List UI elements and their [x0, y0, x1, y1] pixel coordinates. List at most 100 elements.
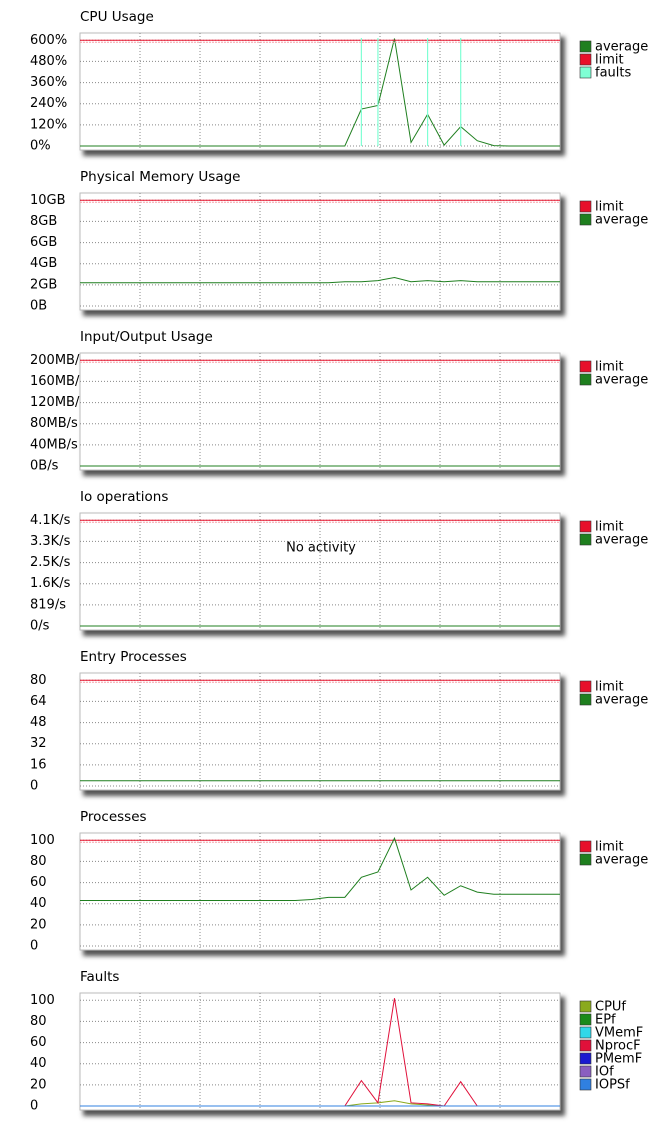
- legend-label: faults: [595, 66, 631, 81]
- legend-swatch: [579, 1000, 592, 1013]
- chart-title: Physical Memory Usage: [80, 169, 240, 185]
- y-tick-label: 20: [30, 1077, 47, 1092]
- legend-label: limit: [595, 360, 624, 375]
- legend-label: limit: [595, 840, 624, 855]
- y-tick-label: 32: [30, 736, 47, 751]
- legend-swatch: [579, 693, 592, 706]
- series-line: [80, 836, 560, 902]
- legend-label: CPUf: [595, 1000, 626, 1015]
- legend-swatch: [579, 853, 592, 866]
- y-tick-label: 819/s: [30, 597, 66, 612]
- legend-swatch: [579, 1052, 592, 1065]
- y-tick-label: 8GB: [30, 214, 57, 229]
- legend-swatch: [579, 533, 592, 546]
- y-tick-label: 2GB: [30, 277, 57, 292]
- y-tick-label: 40MB/s: [30, 437, 78, 452]
- series-line: [80, 38, 560, 147]
- legend-swatch: [579, 680, 592, 693]
- legend-label: average: [595, 693, 648, 708]
- y-tick-label: 2.5K/s: [30, 555, 71, 570]
- y-tick-label: 6GB: [30, 235, 57, 250]
- y-tick-label: 80: [30, 1014, 47, 1029]
- series-line: [80, 276, 560, 284]
- y-tick-label: 60: [30, 1035, 47, 1050]
- y-tick-label: 120MB/s: [30, 395, 86, 410]
- y-tick-label: 40: [30, 1056, 47, 1071]
- chart-title: Io operations: [80, 489, 168, 505]
- legend-swatch: [579, 1039, 592, 1052]
- plot-area: [79, 192, 561, 311]
- y-tick-label: 0B: [30, 299, 47, 314]
- chart-title: Input/Output Usage: [80, 329, 213, 345]
- legend-label: EPf: [595, 1013, 616, 1028]
- plot-area: [79, 512, 561, 631]
- legend-swatch: [579, 200, 592, 213]
- legend-swatch: [579, 213, 592, 226]
- legend-label: average: [595, 853, 648, 868]
- legend-swatch: [579, 1013, 592, 1026]
- legend-swatch: [579, 40, 592, 53]
- y-tick-label: 4GB: [30, 256, 57, 271]
- y-tick-label: 80: [30, 854, 47, 869]
- plot-area: [79, 32, 561, 151]
- y-tick-label: 80MB/s: [30, 416, 78, 431]
- legend-label: limit: [595, 680, 624, 695]
- legend-label: limit: [595, 200, 624, 215]
- plot-area: [79, 992, 561, 1111]
- legend-label: limit: [595, 520, 624, 535]
- plot-area: [79, 352, 561, 471]
- legend-swatch: [579, 1026, 592, 1039]
- y-tick-label: 64: [30, 694, 47, 709]
- legend-label: average: [595, 373, 648, 388]
- legend-swatch: [579, 1078, 592, 1091]
- chart-title: CPU Usage: [80, 9, 154, 25]
- legend-swatch: [579, 360, 592, 373]
- plot-area: [79, 672, 561, 791]
- y-tick-label: 4.1K/s: [30, 513, 71, 528]
- y-tick-label: 40: [30, 896, 47, 911]
- chart-title: Processes: [80, 809, 147, 825]
- legend-swatch: [579, 66, 592, 79]
- y-tick-label: 80: [30, 673, 47, 688]
- legend-swatch: [579, 1065, 592, 1078]
- y-tick-label: 0%: [30, 139, 51, 154]
- legend-swatch: [579, 53, 592, 66]
- y-tick-label: 120%: [30, 117, 67, 132]
- y-tick-label: 0: [30, 939, 38, 954]
- legend-label: VMemF: [595, 1026, 643, 1041]
- chart-title: Entry Processes: [80, 649, 187, 665]
- y-tick-label: 0: [30, 1099, 38, 1114]
- y-tick-label: 100: [30, 833, 55, 848]
- legend-swatch: [579, 373, 592, 386]
- annotation: No activity: [286, 541, 356, 556]
- y-tick-label: 0B/s: [30, 459, 59, 474]
- y-tick-label: 48: [30, 715, 47, 730]
- legend-label: NprocF: [595, 1039, 641, 1054]
- y-tick-label: 240%: [30, 96, 67, 111]
- legend-swatch: [579, 520, 592, 533]
- y-tick-label: 480%: [30, 54, 67, 69]
- y-tick-label: 160MB/s: [30, 374, 86, 389]
- chart-title: Faults: [80, 969, 119, 985]
- y-tick-label: 0/s: [30, 619, 50, 634]
- y-tick-label: 200MB/s: [30, 353, 86, 368]
- legend-label: limit: [595, 53, 624, 68]
- y-tick-label: 600%: [30, 33, 67, 48]
- legend-label: PMemF: [595, 1052, 642, 1067]
- y-tick-label: 360%: [30, 75, 67, 90]
- y-tick-label: 0: [30, 779, 38, 794]
- legend-label: IOPSf: [595, 1078, 630, 1093]
- y-tick-label: 60: [30, 875, 47, 890]
- legend-swatch: [579, 840, 592, 853]
- plot-area: [79, 832, 561, 951]
- y-tick-label: 100: [30, 993, 55, 1008]
- y-tick-label: 20: [30, 917, 47, 932]
- y-tick-label: 1.6K/s: [30, 576, 71, 591]
- y-tick-label: 3.3K/s: [30, 534, 71, 549]
- y-tick-label: 16: [30, 757, 47, 772]
- legend-label: average: [595, 533, 648, 548]
- y-tick-label: 10GB: [30, 193, 66, 208]
- legend-label: IOf: [595, 1065, 614, 1080]
- legend-label: average: [595, 213, 648, 228]
